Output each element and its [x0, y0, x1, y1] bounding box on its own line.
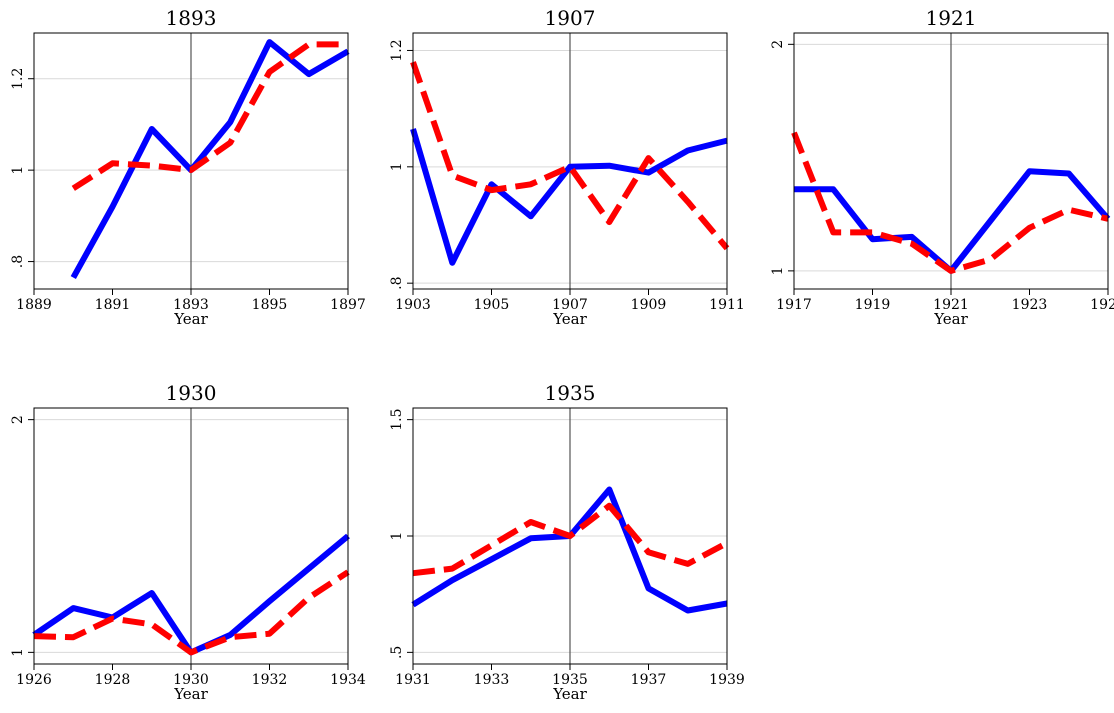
series-line-1 [70, 39, 350, 280]
x-tick-label: 1925 [1090, 297, 1114, 313]
chart-title: 1893 [166, 6, 217, 30]
series-line-2 [71, 41, 348, 191]
x-tick-label: 1891 [95, 297, 131, 313]
x-tick-label: 1903 [395, 297, 431, 313]
x-tick-label: 1939 [709, 672, 745, 688]
x-tick-label: 1934 [330, 672, 366, 688]
x-axis-label: Year [552, 685, 587, 703]
y-tick-label: 1.2 [10, 68, 26, 90]
x-tick-label: 1932 [252, 672, 288, 688]
x-tick-label: 1919 [855, 297, 891, 313]
y-tick-label: .8 [389, 277, 405, 290]
chart-title: 1907 [545, 6, 596, 30]
x-tick-label: 1895 [252, 297, 288, 313]
y-tick-label: .8 [10, 255, 26, 268]
chart-title: 1935 [545, 381, 596, 405]
x-tick-label: 1897 [330, 297, 366, 313]
y-tick-label: .5 [389, 646, 405, 659]
x-tick-label: 1928 [95, 672, 131, 688]
y-tick-label: 2 [770, 40, 786, 49]
y-tick-label: 1 [389, 162, 405, 171]
chart-panel-1921: 1219171919192119231925Year1921 [770, 6, 1114, 328]
y-tick-label: 1 [770, 266, 786, 275]
chart-title: 1930 [166, 381, 217, 405]
series-line-2 [33, 569, 350, 656]
x-axis-label: Year [933, 310, 968, 328]
x-tick-label: 1893 [173, 297, 209, 313]
y-tick-label: 1.2 [389, 39, 405, 61]
x-tick-label: 1921 [933, 297, 969, 313]
y-tick-label: 1 [10, 648, 26, 657]
series-line-2 [410, 61, 730, 251]
x-axis-label: Year [552, 310, 587, 328]
x-tick-label: 1937 [631, 672, 667, 688]
y-tick-label: 1 [389, 532, 405, 541]
x-tick-label: 1930 [173, 672, 209, 688]
y-tick-label: 1.5 [389, 409, 405, 431]
x-tick-label: 1911 [709, 297, 745, 313]
y-tick-label: 2 [10, 415, 26, 424]
y-tick-label: 1 [10, 166, 26, 175]
series-line-1 [410, 128, 728, 266]
x-tick-label: 1931 [395, 672, 431, 688]
x-axis-label: Year [173, 685, 208, 703]
x-axis-label: Year [173, 310, 208, 328]
x-tick-label: 1907 [552, 297, 588, 313]
series-line-2 [791, 131, 1109, 274]
x-tick-label: 1933 [474, 672, 510, 688]
x-tick-label: 1905 [474, 297, 510, 313]
x-tick-label: 1935 [552, 672, 588, 688]
series-line-2 [412, 502, 729, 577]
x-tick-label: 1909 [631, 297, 667, 313]
x-tick-label: 1926 [16, 672, 52, 688]
x-tick-label: 1889 [16, 297, 52, 313]
chart-title: 1921 [926, 6, 977, 30]
x-tick-label: 1917 [776, 297, 812, 313]
x-tick-label: 1923 [1012, 297, 1048, 313]
